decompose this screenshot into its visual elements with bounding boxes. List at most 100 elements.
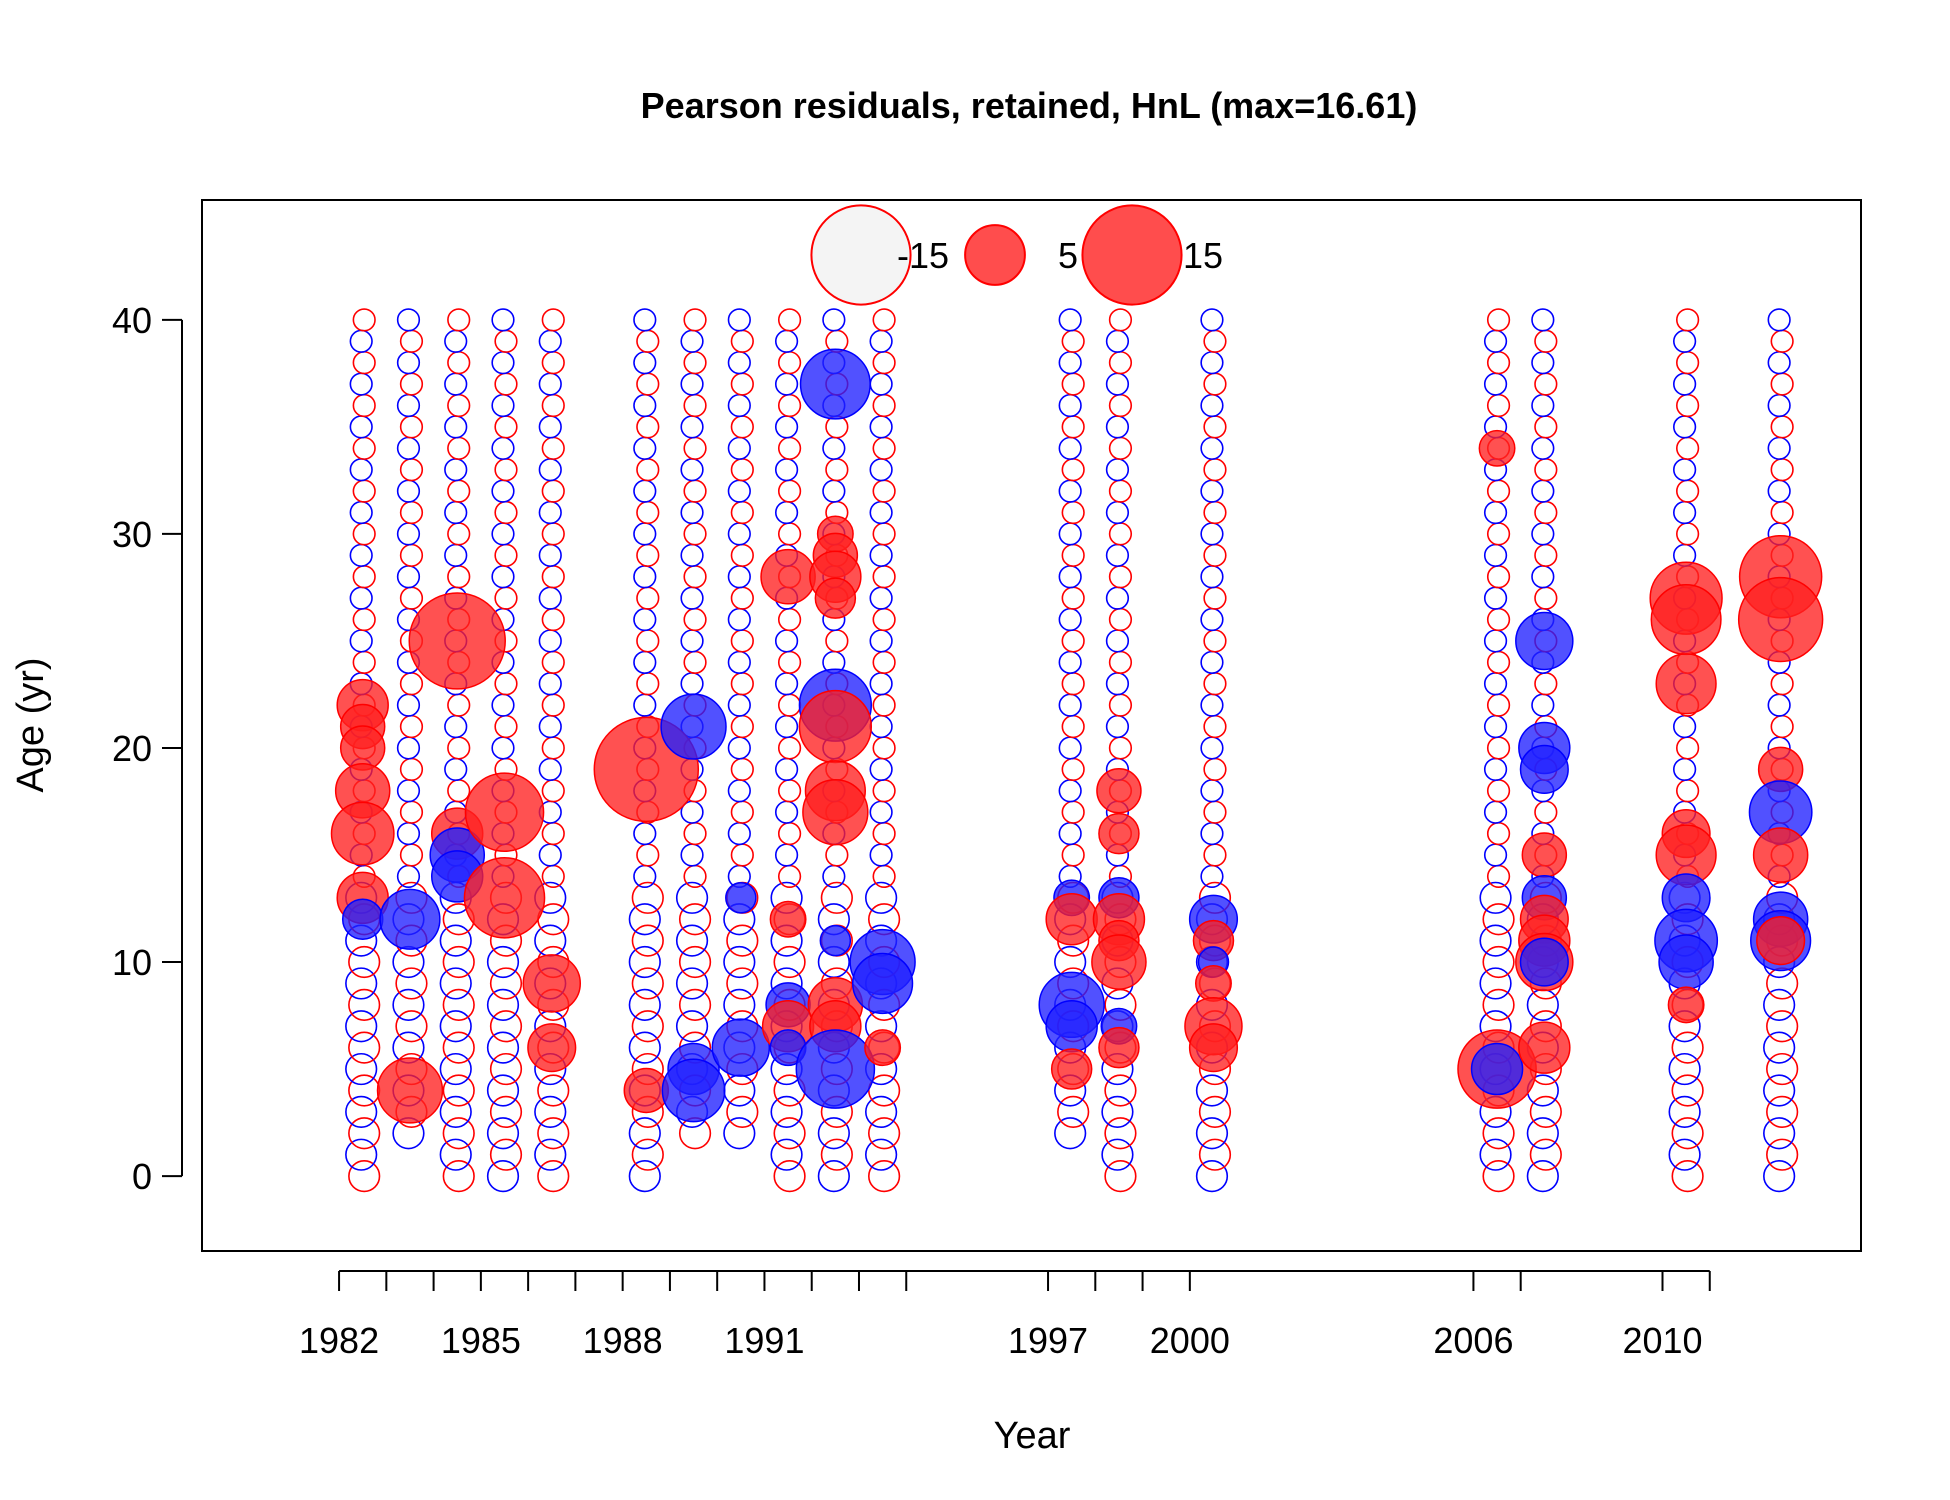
residual-point <box>345 967 378 1000</box>
residual-point <box>439 967 472 1000</box>
residual-point <box>868 1117 901 1150</box>
residual-point <box>345 1138 378 1171</box>
residual-point <box>683 308 707 332</box>
residual-point <box>628 1031 661 1064</box>
residual-point <box>541 308 565 332</box>
x-tick-label: 1985 <box>441 1320 521 1361</box>
residual-point <box>1766 1052 1799 1086</box>
residual-bubble <box>1655 653 1717 715</box>
residual-point <box>675 881 709 914</box>
residual-point <box>1200 308 1224 332</box>
residual-bubble <box>1518 1021 1571 1074</box>
residual-bubble <box>1737 576 1824 663</box>
residual-point <box>1763 1074 1796 1107</box>
residual-bubble <box>522 954 582 1013</box>
residual-point <box>1479 967 1512 1000</box>
residual-bubble <box>795 1029 876 1109</box>
x-tick-label: 2006 <box>1433 1320 1513 1361</box>
legend: -15 5 15 <box>810 204 1223 306</box>
residual-point <box>865 881 898 914</box>
residual-point <box>628 988 661 1021</box>
residual-point <box>726 1095 759 1128</box>
residual-point <box>489 1138 523 1171</box>
residual-bubble <box>711 1018 771 1077</box>
residual-point <box>442 1074 475 1107</box>
residual-point <box>1766 1010 1799 1043</box>
residual-bubble <box>769 900 807 938</box>
residual-bubble <box>1478 429 1516 467</box>
residual-point <box>773 1159 806 1193</box>
residual-bubble <box>1096 768 1142 814</box>
residual-bubble <box>1756 916 1806 966</box>
residual-point <box>872 308 896 332</box>
residual-point <box>439 1138 472 1171</box>
residual-point <box>1482 945 1515 979</box>
residual-point <box>1763 988 1796 1021</box>
x-tick-label: 1982 <box>299 1320 379 1361</box>
residual-point <box>1101 1138 1134 1171</box>
residual-point <box>442 1117 475 1150</box>
y-tick-label: 10 <box>112 942 152 983</box>
residual-bubble <box>1045 892 1098 946</box>
residual-point <box>489 1095 523 1128</box>
residual-point <box>486 1159 520 1193</box>
residual-point <box>1529 1095 1562 1128</box>
residual-point <box>678 945 712 979</box>
residual-point <box>442 988 475 1021</box>
residual-bubble <box>1188 1023 1239 1073</box>
residual-point <box>489 1010 523 1043</box>
residual-point <box>486 1117 520 1150</box>
residual-point <box>817 1159 850 1193</box>
legend-label: 5 <box>1058 235 1078 276</box>
residual-bubble <box>661 1058 726 1123</box>
residual-point <box>1057 1095 1090 1128</box>
residual-bubble <box>725 882 757 914</box>
residual-bubble <box>660 693 727 760</box>
residual-point <box>822 308 846 332</box>
residual-bubble <box>1098 1026 1140 1069</box>
residual-bubble <box>408 592 506 690</box>
residual-point <box>1671 1074 1704 1107</box>
residual-bubble <box>1752 827 1809 883</box>
residual-point <box>491 308 515 332</box>
residual-point <box>442 945 475 979</box>
residual-bubble <box>1515 611 1574 671</box>
legend-label: 15 <box>1183 235 1223 276</box>
residual-point <box>628 1117 661 1150</box>
residual-point <box>1671 1031 1704 1064</box>
residual-bubble <box>1098 812 1140 855</box>
residual-point <box>723 1117 756 1150</box>
residual-point <box>727 308 751 332</box>
x-axis-title: Year <box>994 1415 1071 1457</box>
residual-point <box>489 967 523 1000</box>
residual-point <box>633 308 657 332</box>
residual-point <box>1104 1074 1137 1107</box>
residual-point <box>631 967 664 1000</box>
residual-bubble <box>379 888 441 950</box>
residual-bubble <box>464 772 545 853</box>
plot-area <box>330 308 1824 1193</box>
residual-point <box>628 945 661 979</box>
residual-point <box>1198 1095 1232 1128</box>
y-tick-label: 40 <box>112 300 152 341</box>
residual-point <box>1529 1138 1562 1171</box>
residual-point <box>1763 1031 1796 1064</box>
residual-point <box>486 1074 520 1107</box>
residual-point <box>486 945 520 979</box>
residual-point <box>631 924 664 957</box>
residual-point <box>537 1159 570 1193</box>
residual-point <box>396 308 421 332</box>
residual-point <box>348 1117 381 1150</box>
residual-point <box>442 1159 475 1193</box>
residual-point <box>628 1159 661 1193</box>
residual-point <box>537 1074 570 1107</box>
residual-point <box>1479 924 1512 957</box>
residual-bubble <box>376 1057 444 1124</box>
legend-bubble <box>1081 204 1183 306</box>
residual-point <box>726 924 759 957</box>
residual-bubble <box>1658 934 1714 990</box>
residual-bubble <box>330 801 395 866</box>
residual-point <box>1486 308 1511 332</box>
residual-bubble <box>851 952 914 1015</box>
